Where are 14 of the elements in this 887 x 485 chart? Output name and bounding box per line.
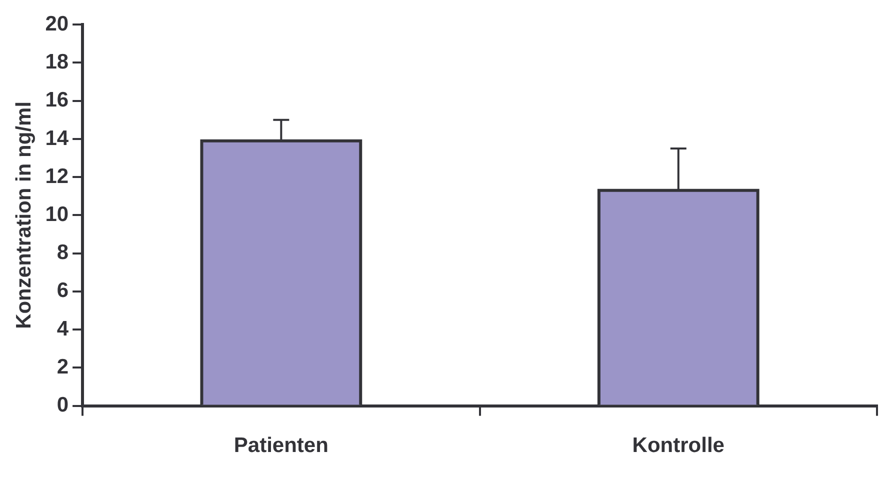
y-tick-label: 8 (56, 241, 69, 264)
y-axis-title: Konzentration in ng/ml (12, 101, 36, 329)
y-tick-label: 4 (56, 317, 69, 340)
y-tick-label: 14 (45, 126, 69, 150)
y-tick-label: 12 (45, 164, 69, 188)
y-tick-label: 6 (56, 279, 69, 302)
y-tick-label: 2 (56, 355, 69, 378)
x-tick-label: Kontrolle (632, 434, 724, 458)
y-tick-label: 16 (45, 88, 69, 112)
x-tick-label: Patienten (234, 434, 328, 458)
y-tick-label: 0 (56, 394, 69, 417)
y-tick-label: 10 (45, 202, 69, 226)
y-tick-label: 20 (45, 12, 69, 36)
y-tick-label: 18 (45, 50, 69, 74)
